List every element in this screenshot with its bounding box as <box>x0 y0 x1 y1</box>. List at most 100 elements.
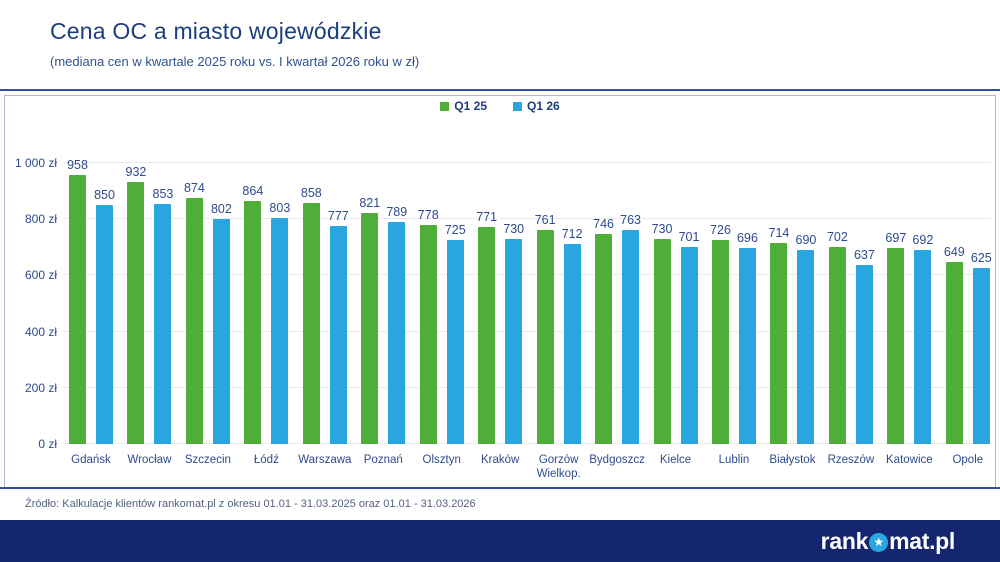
value-label: 692 <box>912 233 934 247</box>
legend-label: Q1 25 <box>454 99 487 113</box>
value-label: 697 <box>885 231 907 245</box>
x-category-label: Katowice <box>886 454 933 466</box>
bar-q1-25 <box>361 213 379 444</box>
bar-q1-26 <box>96 205 113 444</box>
value-label: 803 <box>269 201 291 215</box>
footer-bar: rank ★ mat.pl <box>0 520 1000 562</box>
bar-q1-25 <box>419 225 437 444</box>
bar-group: 864 803 Łódź <box>242 163 290 466</box>
bar-wrap: 725 <box>445 223 466 444</box>
y-tick-label: 1 000 zł <box>14 156 57 170</box>
gridline <box>63 274 991 276</box>
bar-group: 746 763 Bydgoszcz <box>589 163 645 466</box>
value-label: 730 <box>651 222 673 236</box>
value-label: 712 <box>561 227 583 241</box>
value-label: 625 <box>970 251 992 265</box>
x-category-label: Opole <box>952 454 984 466</box>
bar-group: 932 853 Wrocław <box>126 163 174 466</box>
bar-q1-26 <box>914 250 932 444</box>
bar-q1-25 <box>302 203 320 444</box>
bar-q1-25 <box>887 248 905 444</box>
bar-wrap: 692 <box>912 233 933 444</box>
bar-wrap: 726 <box>710 223 731 444</box>
value-label: 777 <box>327 209 349 223</box>
bar-wrap: 858 <box>301 186 322 444</box>
bar-q1-25 <box>478 227 496 444</box>
legend-swatch-icon <box>513 101 522 111</box>
bar-wrap: 777 <box>328 209 349 444</box>
x-category-label: Kielce <box>659 454 692 466</box>
bar-q1-25 <box>185 198 203 444</box>
x-category-label: Białystok <box>769 454 816 466</box>
bar-wrap: 778 <box>418 208 439 444</box>
bar-q1-25 <box>244 201 262 444</box>
bar-q1-25 <box>945 262 963 444</box>
x-category-label: Kraków <box>480 454 520 466</box>
gridline <box>63 443 991 444</box>
y-tick-label: 800 zł <box>24 212 57 227</box>
x-category-label: Gorzów Wielkop. <box>536 454 581 481</box>
value-label: 771 <box>476 210 498 224</box>
bar-group: 771 730 Kraków <box>476 163 524 466</box>
bar-q1-25 <box>770 243 788 444</box>
y-tick-label: 400 zł <box>24 324 57 339</box>
bar-group: 697 692 Katowice <box>885 163 933 466</box>
bar-group: 649 625 Opole <box>944 163 992 466</box>
bar-wrap: 803 <box>269 201 290 444</box>
bar-q1-26 <box>797 250 815 444</box>
bar-group: 714 690 Białystok <box>769 163 817 466</box>
x-category-label: Bydgoszcz <box>589 454 645 466</box>
bar-wrap: 712 <box>562 227 583 444</box>
value-label: 874 <box>183 181 205 195</box>
bar-q1-26 <box>855 265 873 444</box>
bar-q1-26 <box>505 239 523 444</box>
page-title: Cena OC a miasto wojewódzkie <box>50 18 382 44</box>
bar-wrap: 702 <box>827 230 848 444</box>
bar-group: 858 777 Warszawa <box>298 163 351 466</box>
y-axis-ticks: 0 zł 200 zł 400 zł 600 zł 800 zł 1 000 zł <box>5 156 57 451</box>
y-tick-label: 600 zł <box>24 268 57 283</box>
bar-q1-26 <box>738 248 756 444</box>
bar-wrap: 714 <box>769 226 789 444</box>
top-divider <box>0 89 1000 91</box>
legend-item: Q1 26 <box>513 99 560 113</box>
bar-wrap: 746 <box>593 217 614 444</box>
bar-q1-26 <box>972 268 990 444</box>
value-label: 649 <box>943 245 965 259</box>
value-label: 789 <box>386 205 408 219</box>
star-in-circle-icon: ★ <box>869 532 889 552</box>
bar-wrap: 761 <box>535 213 556 444</box>
chart-panel: Q1 25 Q1 26 0 zł 200 zł 400 zł 600 zł 800 zł 1… <box>4 95 996 487</box>
bar-wrap: 730 <box>503 222 524 444</box>
bar-wrap: 850 <box>94 188 115 444</box>
y-tick-label: 200 zł <box>24 380 57 395</box>
value-label: 802 <box>210 202 232 216</box>
x-category-label: Rzeszów <box>827 454 875 466</box>
value-label: 763 <box>620 213 642 227</box>
gridline <box>63 386 991 388</box>
bar-wrap: 802 <box>211 202 232 444</box>
bar-group: 874 802 Szczecin <box>183 163 232 466</box>
gridline <box>63 218 991 220</box>
bar-wrap: 763 <box>620 213 641 444</box>
bottom-divider <box>0 487 1000 489</box>
source-note: Źródło: Kalkulacje klientów rankomat.pl … <box>25 498 476 510</box>
bar-wrap: 821 <box>359 196 380 444</box>
value-label: 853 <box>152 187 174 201</box>
x-category-label: Wrocław <box>127 454 172 466</box>
bar-wrap: 864 <box>242 184 263 444</box>
bar-q1-25 <box>653 239 671 444</box>
gridline <box>63 330 991 332</box>
rankomat-logo: rank ★ mat.pl <box>821 528 956 555</box>
bar-wrap: 730 <box>652 222 672 444</box>
bar-wrap: 649 <box>944 245 965 444</box>
bar-q1-25 <box>828 247 846 444</box>
bar-q1-25 <box>127 182 145 444</box>
bar-group: 778 725 Olsztyn <box>418 163 466 466</box>
page-subtitle: (mediana cen w kwartale 2025 roku vs. I … <box>50 54 420 69</box>
chart-legend: Q1 25 Q1 26 <box>5 99 995 113</box>
value-label: 821 <box>359 196 381 210</box>
value-label: 746 <box>593 217 615 231</box>
bar-q1-26 <box>154 204 172 444</box>
value-label: 730 <box>503 222 525 236</box>
